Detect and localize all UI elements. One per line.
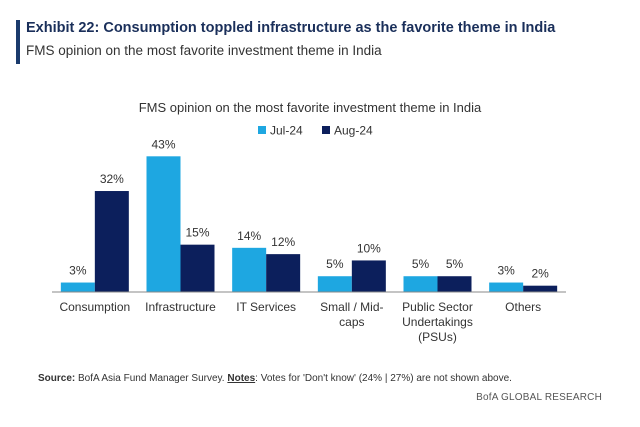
chart-legend: Jul-24 Aug-24: [258, 124, 373, 138]
data-label-aug-24-1: 15%: [185, 226, 209, 240]
legend-swatch-0: [258, 126, 266, 134]
data-label-jul-24-2: 14%: [237, 229, 261, 243]
bar-aug-24-4: [437, 276, 472, 292]
data-label-jul-24-3: 5%: [326, 257, 344, 271]
x-tick-label-3-0: Small / Mid-: [320, 300, 383, 314]
x-tick-label-4-2: (PSUs): [418, 330, 457, 344]
x-tick-label-3-1: caps: [339, 315, 364, 329]
source-text: BofA Asia Fund Manager Survey.: [75, 373, 228, 384]
source-note: Source: BofA Asia Fund Manager Survey. N…: [38, 373, 512, 384]
exhibit-title: Exhibit 22: Consumption toppled infrastr…: [26, 20, 556, 36]
data-label-aug-24-0: 32%: [100, 172, 124, 186]
legend-label-0: Jul-24: [270, 124, 303, 138]
data-label-aug-24-2: 12%: [271, 235, 295, 249]
data-label-jul-24-4: 5%: [412, 257, 430, 271]
footer-brand: BofA GLOBAL RESEARCH: [476, 392, 602, 403]
notes-label: Notes: [227, 373, 256, 384]
data-label-jul-24-0: 3%: [69, 264, 87, 278]
notes-text: : Votes for 'Don't know' (24% | 27%) are…: [255, 373, 512, 384]
bar-aug-24-2: [266, 254, 301, 292]
data-label-jul-24-5: 3%: [497, 264, 515, 278]
bar-aug-24-1: [180, 244, 215, 292]
bar-jul-24-0: [60, 282, 95, 292]
data-label-aug-24-4: 5%: [446, 257, 464, 271]
bar-jul-24-5: [489, 282, 524, 292]
bar-chart: FMS opinion on the most favorite investm…: [52, 100, 566, 344]
x-tick-label-1-0: Infrastructure: [145, 300, 216, 314]
data-label-jul-24-1: 43%: [151, 137, 175, 151]
bar-jul-24-2: [232, 247, 267, 292]
bars-group: 3% 32% 43% 15% 14% 12% 5% 10% 5% 5% 3% 2%: [60, 137, 558, 292]
bar-jul-24-1: [146, 156, 181, 292]
bar-aug-24-3: [351, 260, 386, 292]
bar-jul-24-3: [317, 276, 352, 292]
bar-aug-24-0: [94, 191, 129, 292]
chart-container: FMS opinion on the most favorite investm…: [0, 90, 640, 360]
legend-swatch-1: [322, 126, 330, 134]
x-tick-label-4-0: Public Sector: [402, 300, 473, 314]
data-label-aug-24-5: 2%: [531, 267, 549, 281]
exhibit-subtitle: FMS opinion on the most favorite investm…: [26, 43, 382, 58]
bar-aug-24-5: [523, 285, 558, 292]
x-tick-label-2-0: IT Services: [236, 300, 296, 314]
x-axis-labels: Consumption Infrastructure IT Services Smal…: [59, 300, 541, 344]
x-tick-label-4-1: Undertakings: [402, 315, 473, 329]
data-label-aug-24-3: 10%: [357, 241, 381, 255]
title-accent-bar: [16, 20, 20, 64]
x-tick-label-0-0: Consumption: [59, 300, 130, 314]
source-label: Source:: [38, 373, 76, 384]
x-tick-label-5-0: Others: [505, 300, 541, 314]
legend-label-1: Aug-24: [334, 124, 373, 138]
chart-title: FMS opinion on the most favorite investm…: [139, 100, 482, 115]
bar-jul-24-4: [403, 276, 438, 292]
